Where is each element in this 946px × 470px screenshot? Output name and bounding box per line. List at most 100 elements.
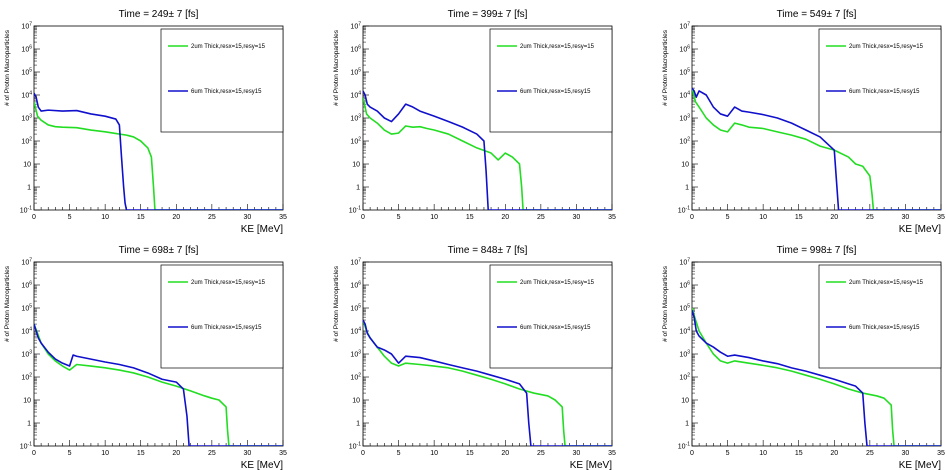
y-tick-exponent: 5 [29, 304, 32, 310]
x-tick-label: 0 [690, 450, 694, 457]
y-tick-exponent: 4 [358, 327, 361, 333]
y-tick-label: 1 [685, 421, 689, 428]
y-tick-base: 10 [350, 329, 358, 336]
y-tick-label: 107 [679, 258, 690, 267]
series-line [363, 319, 612, 446]
x-tick-label: 10 [759, 450, 767, 457]
y-tick-label: 105 [350, 68, 361, 77]
y-tick-label: 10 [23, 162, 31, 169]
y-tick-label: 102 [21, 137, 32, 146]
y-tick-exponent: 6 [29, 281, 32, 287]
x-tick-label: 30 [244, 450, 252, 457]
y-tick-base: 10 [23, 398, 31, 405]
y-tick-base: 10 [679, 139, 687, 146]
y-tick-base: 10 [21, 306, 29, 313]
y-tick-label: 104 [679, 91, 690, 100]
x-tick-label: 15 [795, 214, 803, 221]
y-tick-label: 10-1 [20, 442, 32, 451]
x-tick-label: 35 [608, 214, 616, 221]
y-tick-base: 10 [350, 24, 358, 31]
x-tick-label: 0 [361, 214, 365, 221]
y-tick-label: 1 [27, 421, 31, 428]
y-tick-label: 103 [21, 114, 32, 123]
y-tick-label: 106 [21, 45, 32, 54]
y-tick-label: 106 [350, 281, 361, 290]
y-tick-base: 10 [350, 375, 358, 382]
y-tick-base: 10 [350, 70, 358, 77]
y-axis-label: # of Proton Macroparticles [662, 265, 669, 342]
y-tick-exponent: 5 [29, 68, 32, 74]
y-tick-label: 106 [21, 281, 32, 290]
y-tick-base: 10 [350, 306, 358, 313]
y-tick-label: 10-1 [349, 206, 361, 215]
y-tick-base: 10 [679, 47, 687, 54]
y-tick-base: 10 [20, 208, 28, 215]
x-tick-label: 10 [430, 214, 438, 221]
y-tick-label: 102 [350, 137, 361, 146]
y-tick-label: 103 [350, 350, 361, 359]
x-tick-label: 5 [397, 450, 401, 457]
chart-panel: Time = 249± 7 [fs] KE [MeV] # of Proton Ma… [4, 9, 287, 235]
y-tick-exponent: -1 [686, 206, 691, 212]
y-tick-label: 103 [679, 114, 690, 123]
y-axis-label: # of Proton Macroparticles [4, 265, 11, 342]
series-line [692, 87, 941, 210]
x-tick-label: 15 [466, 450, 474, 457]
y-tick-label: 104 [350, 327, 361, 336]
y-tick-base: 10 [350, 352, 358, 359]
x-tick-label: 10 [101, 450, 109, 457]
x-tick-label: 20 [172, 450, 180, 457]
series-line [34, 323, 283, 446]
y-tick-base: 10 [350, 260, 358, 267]
x-tick-label: 30 [573, 214, 581, 221]
y-tick-base: 10 [21, 70, 29, 77]
x-tick-label: 0 [32, 214, 36, 221]
x-tick-label: 35 [279, 214, 287, 221]
y-tick-base: 10 [21, 24, 29, 31]
y-tick-base: 10 [679, 70, 687, 77]
chart-title: Time = 998± 7 [fs] [777, 245, 857, 256]
y-axis-label: # of Proton Macroparticles [662, 29, 669, 106]
y-tick-label: 107 [350, 258, 361, 267]
x-axis-label: KE [MeV] [570, 460, 612, 470]
y-tick-exponent: 3 [358, 114, 361, 120]
chart-title: Time = 549± 7 [fs] [777, 9, 857, 20]
y-tick-label: 10 [352, 398, 360, 405]
x-tick-label: 30 [902, 450, 910, 457]
series-line [34, 323, 283, 446]
y-tick-exponent: 6 [358, 45, 361, 51]
series-line [692, 307, 941, 446]
x-tick-label: 25 [866, 214, 874, 221]
legend-label: 2um Thick,resx=15,resy=15 [849, 280, 924, 286]
y-tick-label: 1 [27, 185, 31, 192]
y-tick-label: 10 [352, 162, 360, 169]
legend-label: 2um Thick,resx=15,resy=15 [849, 44, 924, 50]
y-tick-exponent: 7 [29, 22, 32, 28]
y-tick-base: 10 [679, 24, 687, 31]
series-line [692, 309, 941, 446]
y-tick-base: 10 [679, 283, 687, 290]
chart-panel: Time = 848± 7 [fs] KE [MeV] # of Proton Ma… [333, 245, 616, 470]
x-tick-label: 30 [244, 214, 252, 221]
x-tick-label: 20 [501, 450, 509, 457]
series-line [363, 90, 612, 210]
y-tick-base: 1 [27, 421, 31, 428]
x-tick-label: 15 [137, 214, 145, 221]
y-tick-base: 10 [681, 398, 689, 405]
y-tick-label: 104 [679, 327, 690, 336]
y-tick-exponent: 5 [358, 304, 361, 310]
legend-label: 6um Thick,resx=15,resy15 [849, 325, 920, 331]
y-tick-base: 10 [20, 444, 28, 451]
y-tick-exponent: 3 [29, 350, 32, 356]
y-tick-exponent: 4 [29, 327, 32, 333]
y-tick-base: 10 [350, 47, 358, 54]
y-tick-base: 10 [678, 208, 686, 215]
chart-panel: Time = 399± 7 [fs] # of Proton Macroparti… [333, 9, 616, 221]
y-tick-label: 104 [21, 327, 32, 336]
chart-title: Time = 698± 7 [fs] [119, 245, 199, 256]
y-tick-label: 102 [21, 373, 32, 382]
y-tick-label: 105 [679, 304, 690, 313]
legend-label: 2um Thick,resx=15,resy=15 [520, 44, 595, 50]
y-tick-exponent: 7 [687, 258, 690, 264]
y-tick-exponent: 7 [358, 22, 361, 28]
